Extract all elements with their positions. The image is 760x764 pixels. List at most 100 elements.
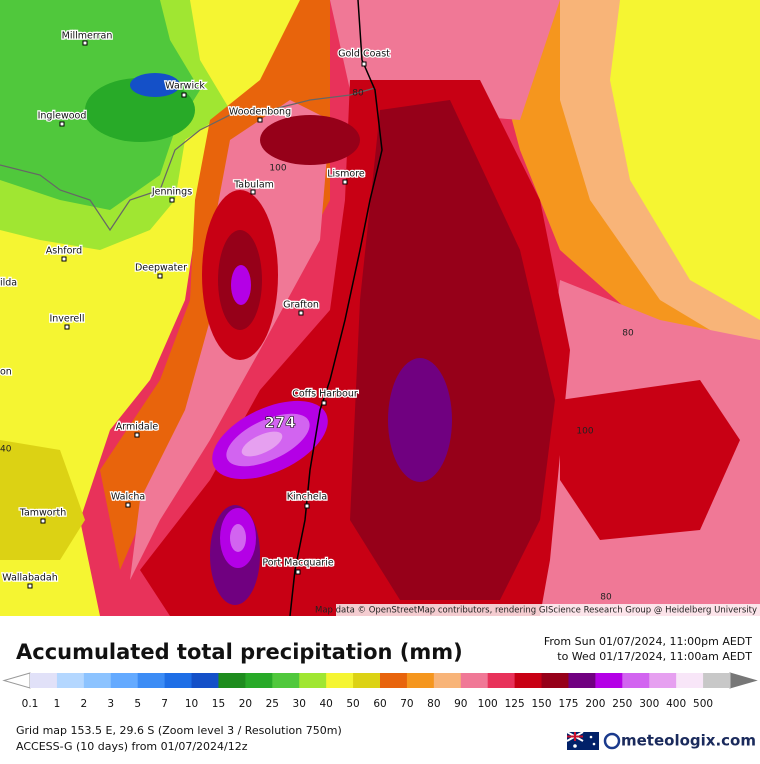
legend-label: 40 — [319, 698, 332, 710]
legend-swatch — [164, 673, 193, 688]
map: Millmerran Warwick Inglewood Woodenbong … — [0, 0, 760, 617]
region — [231, 265, 251, 305]
flag-star — [589, 735, 593, 739]
region — [260, 115, 360, 165]
flag-star — [592, 742, 596, 746]
contour-label: 80 — [622, 329, 634, 339]
legend-swatch — [380, 673, 408, 688]
legend-swatch — [433, 673, 462, 688]
legend-swatch — [299, 673, 327, 688]
legend-swatch — [676, 673, 704, 688]
legend-label: 175 — [558, 698, 578, 710]
place-dot — [157, 273, 163, 279]
flag — [566, 731, 599, 750]
region — [560, 380, 740, 540]
max-label: 274 — [264, 414, 295, 432]
legend-label: 50 — [346, 698, 359, 710]
legend-label: 1 — [54, 698, 61, 710]
logo-mark — [603, 732, 621, 750]
place-dot — [342, 179, 348, 185]
flag-cross — [567, 732, 583, 741]
place-label: Ashford — [46, 246, 82, 257]
legend-swatch — [514, 673, 543, 688]
place-label: Tabulam — [233, 180, 274, 191]
place-label: Walcha — [111, 492, 145, 503]
date-to: to Wed 01/17/2024, 11:00am AEDT — [557, 650, 752, 663]
legend-label: 7 — [161, 698, 168, 710]
legend-swatch — [622, 673, 650, 688]
place-dot — [59, 121, 65, 127]
legend-swatch — [326, 673, 354, 688]
legend-swatch — [703, 673, 731, 688]
place-dot — [250, 189, 256, 195]
legend-label: 200 — [585, 698, 605, 710]
legend-swatch — [245, 673, 273, 688]
legend-label: 5 — [134, 698, 141, 710]
place-label: Tamworth — [19, 508, 67, 519]
legend-label: 100 — [478, 698, 498, 710]
place-dot — [304, 503, 310, 509]
contour-label: 80 — [600, 593, 612, 603]
place-dot — [321, 400, 327, 406]
legend-swatch — [191, 673, 219, 688]
legend-label: 25 — [266, 698, 279, 710]
place-dots — [27, 40, 367, 589]
place-label: on — [0, 367, 12, 378]
legend: 0.1 1 2 3 5 7 10 15 20 25 30 40 50 60 70 80 90 100 125 150 1… — [2, 672, 758, 710]
legend-label: 20 — [239, 698, 252, 710]
place-label: Coffs Harbour — [292, 389, 358, 400]
legend-swatch — [218, 673, 246, 688]
attribution: Map data © OpenStreetMap contributors, r… — [315, 606, 757, 616]
flag-star — [573, 744, 577, 748]
legend-swatch — [406, 673, 435, 688]
contour-label: 100 — [269, 164, 286, 174]
place-label: ilda — [0, 278, 17, 289]
region — [0, 440, 85, 560]
place-label: Armidale — [116, 422, 159, 433]
place-label: Gold Coast — [338, 49, 390, 60]
legend-swatch — [460, 673, 489, 688]
place-dot — [257, 117, 263, 123]
legend-label: 3 — [107, 698, 114, 710]
legend-swatch — [272, 673, 300, 688]
region — [130, 73, 180, 97]
region — [241, 431, 283, 457]
legend-label: 10 — [185, 698, 198, 710]
legend-swatch — [56, 673, 85, 688]
legend-label: 250 — [612, 698, 632, 710]
place-label: Millmerran — [62, 31, 113, 42]
place-dot — [125, 502, 131, 508]
legend-swatch — [541, 673, 569, 688]
legend-swatch — [595, 673, 623, 688]
place-dot — [169, 197, 175, 203]
legend-label: 125 — [505, 698, 525, 710]
legend-swatch — [110, 673, 139, 688]
place-label: Grafton — [283, 300, 319, 311]
grid-info: Grid map 153.5 E, 29.6 S (Zoom level 3 /… — [16, 724, 342, 737]
place-label: Deepwater — [135, 263, 187, 274]
legend-label: 300 — [639, 698, 659, 710]
legend-swatch — [487, 673, 516, 688]
contour-label: 40 — [0, 445, 12, 455]
place-label: Wallabadah — [2, 573, 57, 584]
legend-label: 90 — [454, 698, 467, 710]
region — [610, 0, 760, 320]
legend-label: 80 — [427, 698, 440, 710]
place-label: Kinchela — [287, 492, 327, 503]
place-dot — [82, 40, 88, 46]
region — [388, 358, 452, 482]
legend-label: 150 — [532, 698, 552, 710]
place-label: Warwick — [165, 81, 205, 92]
place-label: Inglewood — [38, 111, 87, 122]
contour-label: 100 — [576, 427, 593, 437]
title: Accumulated total precipitation (mm) — [16, 640, 463, 664]
legend-label: 70 — [400, 698, 413, 710]
legend-swatch — [137, 673, 166, 688]
legend-label: 15 — [212, 698, 225, 710]
place-label: Lismore — [327, 169, 365, 180]
date-from: From Sun 01/07/2024, 11:00pm AEDT — [544, 635, 752, 648]
legend-label: 60 — [373, 698, 386, 710]
legend-label: 0.1 — [22, 698, 39, 710]
place-dot — [134, 432, 140, 438]
